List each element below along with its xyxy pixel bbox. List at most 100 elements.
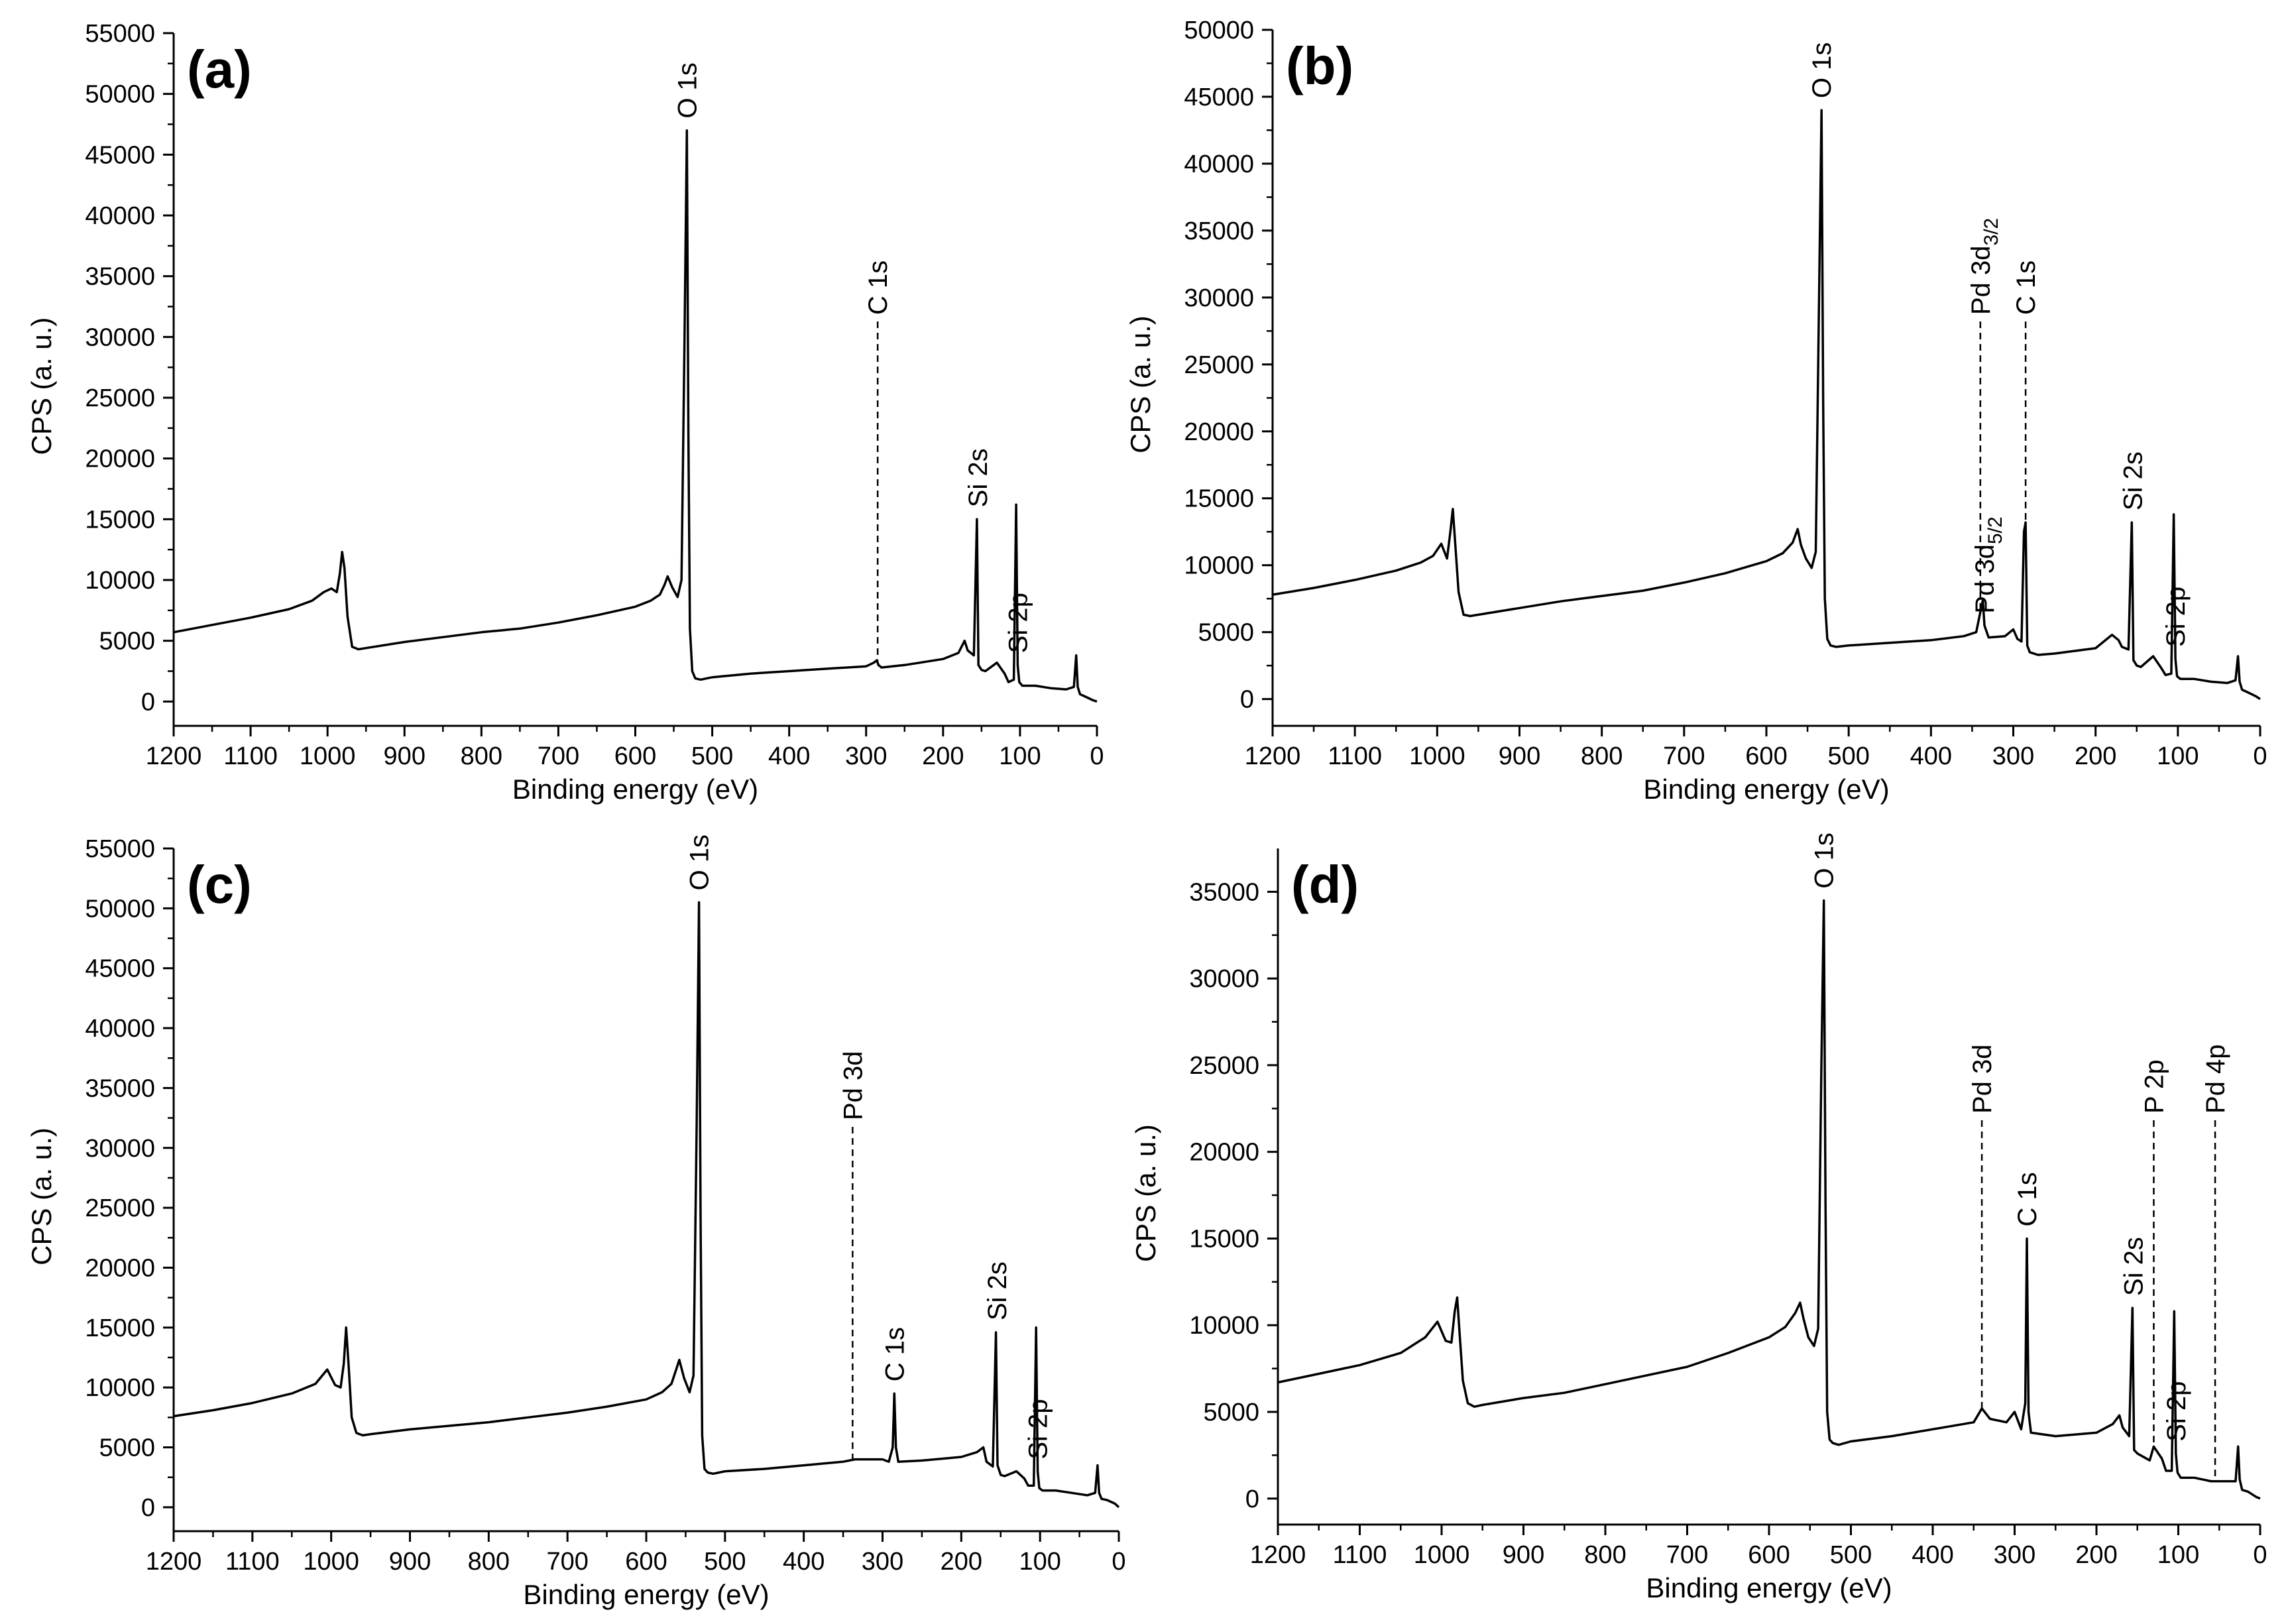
y-tick-label: 30000: [1184, 284, 1254, 312]
chart-panel-a: 1200 1100 1000 900 800 700 600 500 400 300 200 100 0…: [26, 20, 1104, 805]
y-tick-label: 35000: [85, 1074, 155, 1102]
x-tick-label: 600: [614, 742, 656, 770]
x-tick-label: 400: [1910, 742, 1952, 770]
x-tick-label: 900: [1503, 1541, 1544, 1569]
x-tick-label: 200: [2075, 1541, 2117, 1569]
panel-label: (b): [1286, 36, 1353, 95]
x-tick-label: 1000: [1414, 1541, 1470, 1569]
spectrum-line: [1277, 899, 2261, 1500]
chart-panel-d: 1200 1100 1000 900 800 700 600 500 400 300 200 100 0…: [1130, 833, 2267, 1603]
y-tick-label: 5000: [1203, 1399, 1259, 1426]
x-tick-label: 1200: [146, 742, 202, 770]
x-tick-label: 600: [1748, 1541, 1790, 1569]
x-axis-title: Binding energy (eV): [523, 1579, 769, 1610]
x-tick-label: 1200: [1250, 1541, 1306, 1569]
x-axis-title: Binding energy (eV): [1646, 1572, 1892, 1603]
y-tick-label: 35000: [85, 263, 155, 291]
x-tick-label: 600: [1745, 742, 1787, 770]
y-tick-label: 25000: [1189, 1052, 1259, 1080]
x-tick-label: 1100: [223, 742, 278, 770]
panel-label: (a): [187, 40, 252, 99]
panel-label: (c): [187, 855, 252, 914]
y-tick-label: 10000: [85, 567, 155, 595]
peak-label-pd-3d: Pd 3d: [1968, 1044, 1997, 1114]
x-tick-label: 900: [1499, 742, 1540, 770]
y-tick-label: 45000: [85, 141, 155, 169]
peak-label-si-2p: Si 2p: [1003, 593, 1033, 653]
x-tick-label: 200: [941, 1548, 982, 1576]
y-tick-label: 20000: [85, 445, 155, 473]
x-tick-label: 300: [1994, 1541, 2035, 1569]
peak-label-si-2s: Si 2s: [983, 1261, 1012, 1320]
x-tick-label: 400: [1912, 1541, 1953, 1569]
peak-label-pd-3d: Pd 3d5/2: [1971, 516, 2006, 613]
y-tick-label: 25000: [85, 1194, 155, 1222]
y-tick-label: 25000: [1184, 351, 1254, 379]
peak-label-c-1s: C 1s: [2012, 261, 2041, 315]
y-axis-title: CPS (a. u.): [1130, 1124, 1161, 1262]
x-tick-label: 0: [2253, 742, 2267, 770]
y-tick-label: 55000: [85, 835, 155, 863]
y-tick-label: 5000: [99, 628, 155, 656]
y-tick-label: 40000: [1184, 150, 1254, 178]
y-tick-label: 20000: [85, 1254, 155, 1282]
y-tick-label: 30000: [85, 323, 155, 351]
y-tick-label: 50000: [1184, 17, 1254, 44]
x-tick-label: 400: [783, 1548, 825, 1576]
x-tick-label: 1000: [300, 742, 356, 770]
y-axis-title: CPS (a. u.): [26, 1128, 57, 1265]
x-tick-label: 500: [691, 742, 733, 770]
x-tick-label: 0: [1112, 1548, 1125, 1576]
y-tick-label: 15000: [85, 506, 155, 534]
spectrum-line: [1272, 109, 2261, 701]
y-tick-label: 45000: [85, 955, 155, 983]
y-tick-label: 15000: [1184, 485, 1254, 513]
spectrum-line: [173, 129, 1098, 703]
x-tick-label: 700: [546, 1548, 588, 1576]
y-tick-label: 45000: [1184, 84, 1254, 111]
peak-label-o-1s: O 1s: [673, 62, 702, 118]
peak-label-pd-3d: Pd 3d: [838, 1051, 868, 1120]
x-tick-label: 800: [1581, 742, 1623, 770]
y-tick-label: 50000: [85, 895, 155, 923]
peak-label-si-2p: Si 2p: [1024, 1399, 1053, 1459]
panel-label: (d): [1291, 855, 1359, 914]
x-tick-label: 100: [1019, 1548, 1060, 1576]
peak-label-p-2p: P 2p: [2140, 1059, 2169, 1114]
y-tick-label: 0: [1240, 686, 1254, 714]
y-tick-label: 0: [141, 688, 155, 716]
peak-label-pd-4p: Pd 4p: [2201, 1044, 2230, 1114]
chart-panel-b: 1200 1100 1000 900 800 700 600 500 400 300 200 100 0…: [1125, 17, 2267, 805]
y-tick-label: 25000: [85, 384, 155, 412]
x-tick-label: 300: [1992, 742, 2034, 770]
chart-panel-c: 1200 1100 1000 900 800 700 600 500 400 300 200 100 0…: [26, 835, 1126, 1610]
y-tick-label: 20000: [1189, 1139, 1259, 1167]
x-tick-label: 400: [768, 742, 810, 770]
peak-label-si-2s: Si 2s: [2120, 1237, 2149, 1296]
y-tick-label: 5000: [1198, 619, 1254, 647]
x-axis-title: Binding energy (eV): [1643, 774, 1889, 805]
peak-label-o-1s: O 1s: [1807, 42, 1837, 98]
x-tick-label: 1200: [1245, 742, 1301, 770]
peak-label-c-1s: C 1s: [880, 1327, 909, 1381]
y-tick-label: 15000: [1189, 1225, 1259, 1253]
peak-label-si-2s: Si 2s: [964, 448, 993, 507]
y-tick-label: 35000: [1189, 878, 1259, 906]
x-tick-label: 800: [1584, 1541, 1626, 1569]
peak-label-subscript: 3/2: [1980, 218, 2002, 246]
x-tick-label: 100: [2157, 1541, 2199, 1569]
x-tick-label: 500: [1830, 1541, 1872, 1569]
peak-label-subscript: 5/2: [1984, 516, 2006, 544]
x-tick-label: 200: [922, 742, 964, 770]
y-axis-title: CPS (a. u.): [1125, 316, 1156, 453]
x-axis-title: Binding energy (eV): [512, 774, 758, 805]
x-tick-label: 1200: [146, 1548, 202, 1576]
y-tick-label: 15000: [85, 1314, 155, 1342]
x-tick-label: 500: [704, 1548, 746, 1576]
y-tick-label: 35000: [1184, 217, 1254, 245]
y-tick-label: 40000: [85, 202, 155, 230]
x-tick-label: 0: [2253, 1541, 2267, 1569]
peak-label-c-1s: C 1s: [864, 261, 893, 315]
peak-label-pd-3d: Pd 3d3/2: [1967, 218, 2002, 315]
